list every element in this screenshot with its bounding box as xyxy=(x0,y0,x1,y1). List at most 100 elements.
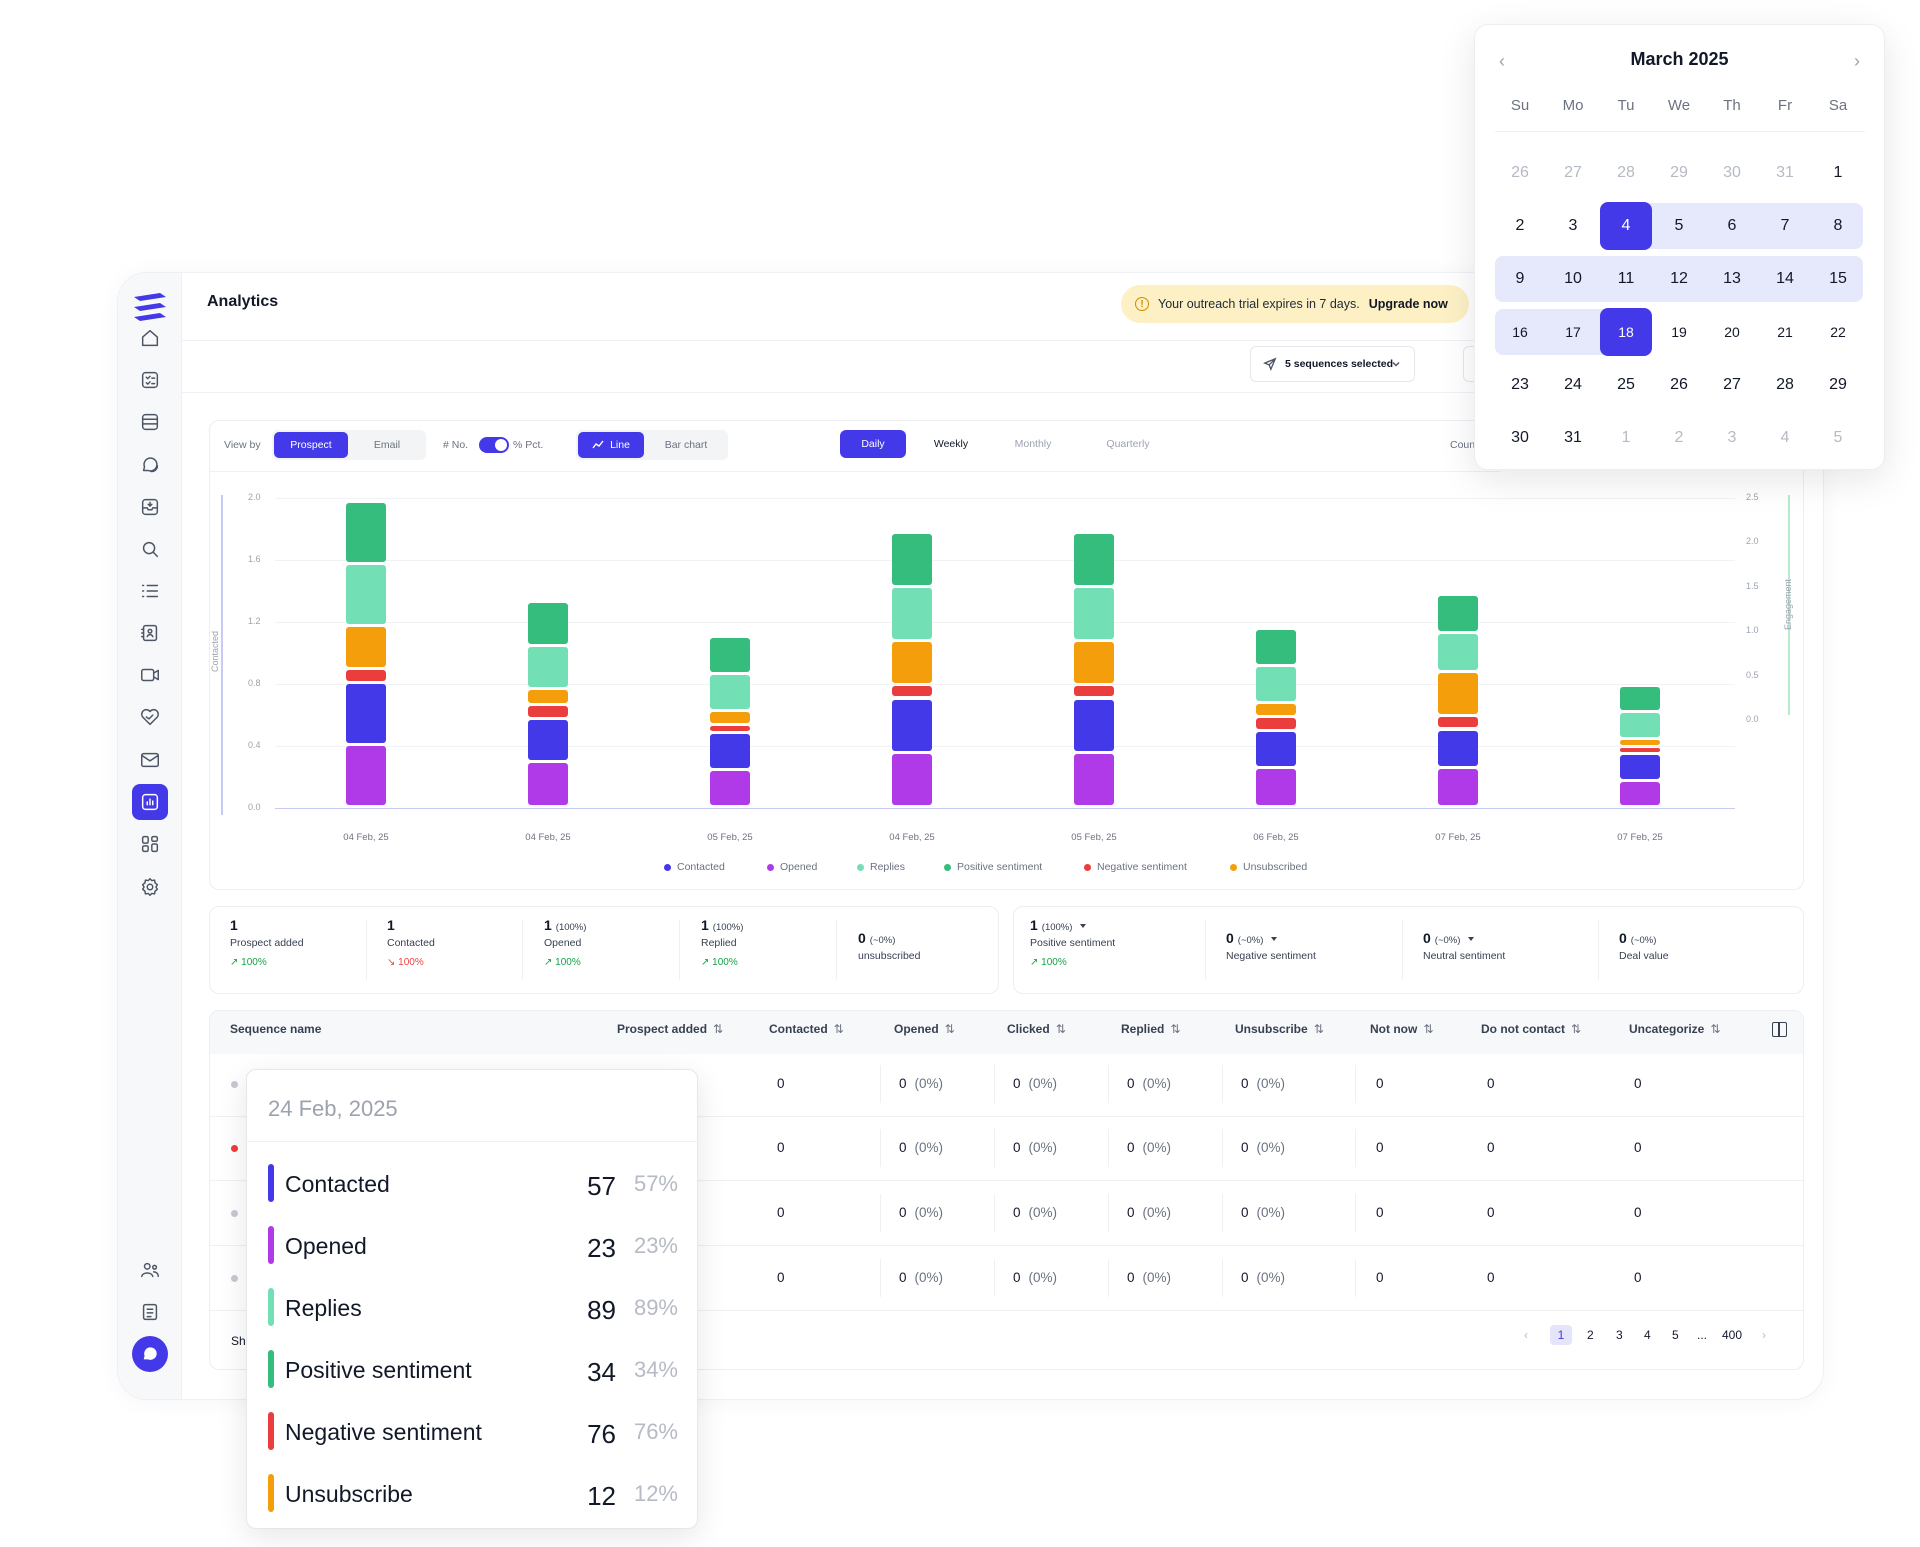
sort-icon[interactable]: ⇅ xyxy=(1423,1022,1434,1036)
sort-icon[interactable]: ⇅ xyxy=(1055,1022,1066,1036)
pagination-page[interactable]: 1 xyxy=(1550,1325,1572,1345)
calendar-day[interactable]: 28 xyxy=(1776,376,1794,393)
bar-negative-sentiment[interactable] xyxy=(346,670,386,681)
calendar-next-button[interactable]: › xyxy=(1854,51,1860,71)
calendar-day[interactable]: 1 xyxy=(1621,429,1631,446)
bar-contacted[interactable] xyxy=(710,733,750,768)
column-header[interactable]: Replied ⇅ xyxy=(1121,1022,1180,1036)
bar-opened[interactable] xyxy=(1620,781,1660,805)
sidebar-item-mail[interactable] xyxy=(132,742,168,778)
pagination-page[interactable]: 400 xyxy=(1722,1328,1743,1342)
calendar-day[interactable]: 30 xyxy=(1723,164,1741,181)
pagination-page[interactable]: 5 xyxy=(1672,1328,1679,1342)
sidebar-item-contacts[interactable] xyxy=(132,615,168,651)
calendar-day[interactable]: 2 xyxy=(1674,429,1684,446)
bar-negative-sentiment[interactable] xyxy=(1074,685,1114,697)
brand-logo[interactable] xyxy=(130,291,170,327)
calendar-day[interactable]: 17 xyxy=(1565,324,1581,340)
calendar-day[interactable]: 14 xyxy=(1776,270,1794,287)
bar-opened[interactable] xyxy=(710,770,750,805)
calendar-day[interactable]: 18 xyxy=(1618,324,1634,340)
sidebar-item-chat[interactable] xyxy=(132,1336,168,1372)
column-header[interactable]: Contacted ⇅ xyxy=(769,1022,844,1036)
bar-opened[interactable] xyxy=(892,753,932,805)
sequence-filter-dropdown[interactable]: 5 sequences selected xyxy=(1250,346,1415,382)
calendar-day[interactable]: 29 xyxy=(1829,376,1847,393)
legend-item[interactable]: Replies xyxy=(857,861,905,873)
legend-item[interactable]: Contacted xyxy=(664,861,725,873)
bar-replies[interactable] xyxy=(1620,713,1660,737)
calendar-day[interactable]: 26 xyxy=(1511,164,1529,181)
bar-positive-sentiment[interactable] xyxy=(710,637,750,672)
calendar-day[interactable]: 27 xyxy=(1723,376,1741,393)
bar-opened[interactable] xyxy=(528,763,568,805)
calendar-prev-button[interactable]: ‹ xyxy=(1499,51,1505,71)
calendar-day[interactable]: 1 xyxy=(1833,164,1843,181)
bar-contacted[interactable] xyxy=(346,684,386,743)
calendar-day[interactable]: 31 xyxy=(1776,164,1794,181)
sort-icon[interactable]: ⇅ xyxy=(1710,1022,1721,1036)
legend-item[interactable]: Negative sentiment xyxy=(1084,861,1187,873)
sidebar-item-video[interactable] xyxy=(132,657,168,693)
bar-positive-sentiment[interactable] xyxy=(528,603,568,644)
bar-unsubscribed[interactable] xyxy=(710,711,750,723)
bar-replies[interactable] xyxy=(528,646,568,688)
period-daily[interactable]: Daily xyxy=(840,430,906,458)
legend-item[interactable]: Positive sentiment xyxy=(944,861,1042,873)
view-by-prospect[interactable]: Prospect xyxy=(274,432,348,458)
column-header[interactable]: Not now ⇅ xyxy=(1370,1022,1433,1036)
sidebar-item-apps[interactable] xyxy=(132,826,168,862)
bar-opened[interactable] xyxy=(1074,753,1114,805)
calendar-day[interactable]: 26 xyxy=(1670,376,1688,393)
bar-replies[interactable] xyxy=(892,587,932,640)
column-header[interactable]: Opened ⇅ xyxy=(894,1022,955,1036)
sidebar-item-inbox[interactable] xyxy=(132,489,168,525)
column-header[interactable]: Uncategorize ⇅ xyxy=(1629,1022,1720,1036)
calendar-day[interactable]: 3 xyxy=(1727,429,1737,446)
bar-replies[interactable] xyxy=(1074,587,1114,640)
column-header[interactable]: Do not contact ⇅ xyxy=(1481,1022,1581,1036)
period-weekly[interactable]: Weekly xyxy=(933,438,969,450)
bar-contacted[interactable] xyxy=(528,719,568,761)
calendar-day[interactable]: 15 xyxy=(1829,270,1847,287)
view-by-email[interactable]: Email xyxy=(373,439,401,451)
chevron-down-icon[interactable] xyxy=(1468,937,1475,942)
columns-icon[interactable] xyxy=(1772,1022,1787,1037)
bar-unsubscribed[interactable] xyxy=(1620,739,1660,745)
bar-positive-sentiment[interactable] xyxy=(1620,687,1660,711)
pagination-page[interactable]: 3 xyxy=(1616,1328,1623,1342)
calendar-day[interactable]: 23 xyxy=(1511,376,1529,393)
bar-unsubscribed[interactable] xyxy=(346,626,386,668)
sidebar-item-list[interactable] xyxy=(132,573,168,609)
column-header[interactable]: Unsubscribe ⇅ xyxy=(1235,1022,1324,1036)
calendar-day[interactable]: 25 xyxy=(1617,376,1635,393)
sidebar-item-team[interactable] xyxy=(132,1252,168,1288)
pagination-page[interactable]: 4 xyxy=(1644,1328,1651,1342)
calendar-day[interactable]: 19 xyxy=(1671,324,1687,340)
bar-unsubscribed[interactable] xyxy=(528,690,568,703)
bar-unsubscribed[interactable] xyxy=(1438,673,1478,714)
calendar-day[interactable]: 22 xyxy=(1830,324,1846,340)
bar-positive-sentiment[interactable] xyxy=(346,502,386,562)
bar-contacted[interactable] xyxy=(1074,699,1114,751)
bar-contacted[interactable] xyxy=(1620,755,1660,779)
bar-positive-sentiment[interactable] xyxy=(1074,533,1114,585)
sort-icon[interactable]: ⇅ xyxy=(1571,1022,1582,1036)
chart-type-line[interactable]: Line xyxy=(578,432,644,458)
period-quarterly[interactable]: Quarterly xyxy=(1106,438,1150,450)
bar-unsubscribed[interactable] xyxy=(1074,642,1114,683)
bar-replies[interactable] xyxy=(710,674,750,709)
legend-item[interactable]: Unsubscribed xyxy=(1230,861,1307,873)
period-monthly[interactable]: Monthly xyxy=(1014,438,1052,450)
chevron-down-icon[interactable] xyxy=(1080,924,1087,929)
calendar-day[interactable]: 4 xyxy=(1621,217,1631,234)
calendar-day[interactable]: 20 xyxy=(1724,324,1740,340)
bar-replies[interactable] xyxy=(346,564,386,624)
column-header[interactable]: Prospect added ⇅ xyxy=(617,1022,723,1036)
bar-negative-sentiment[interactable] xyxy=(528,705,568,717)
calendar-day[interactable]: 24 xyxy=(1564,376,1582,393)
bar-replies[interactable] xyxy=(1256,666,1296,702)
calendar-day[interactable]: 2 xyxy=(1515,217,1525,234)
bar-positive-sentiment[interactable] xyxy=(1256,629,1296,664)
bar-positive-sentiment[interactable] xyxy=(1438,595,1478,632)
